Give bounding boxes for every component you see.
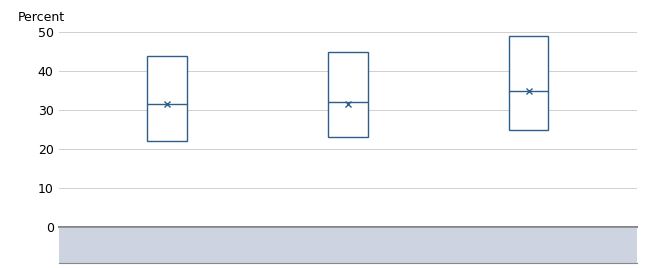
Bar [509, 36, 549, 130]
Text: Percent: Percent [18, 11, 65, 24]
Bar [147, 55, 187, 142]
Bar [328, 52, 368, 137]
